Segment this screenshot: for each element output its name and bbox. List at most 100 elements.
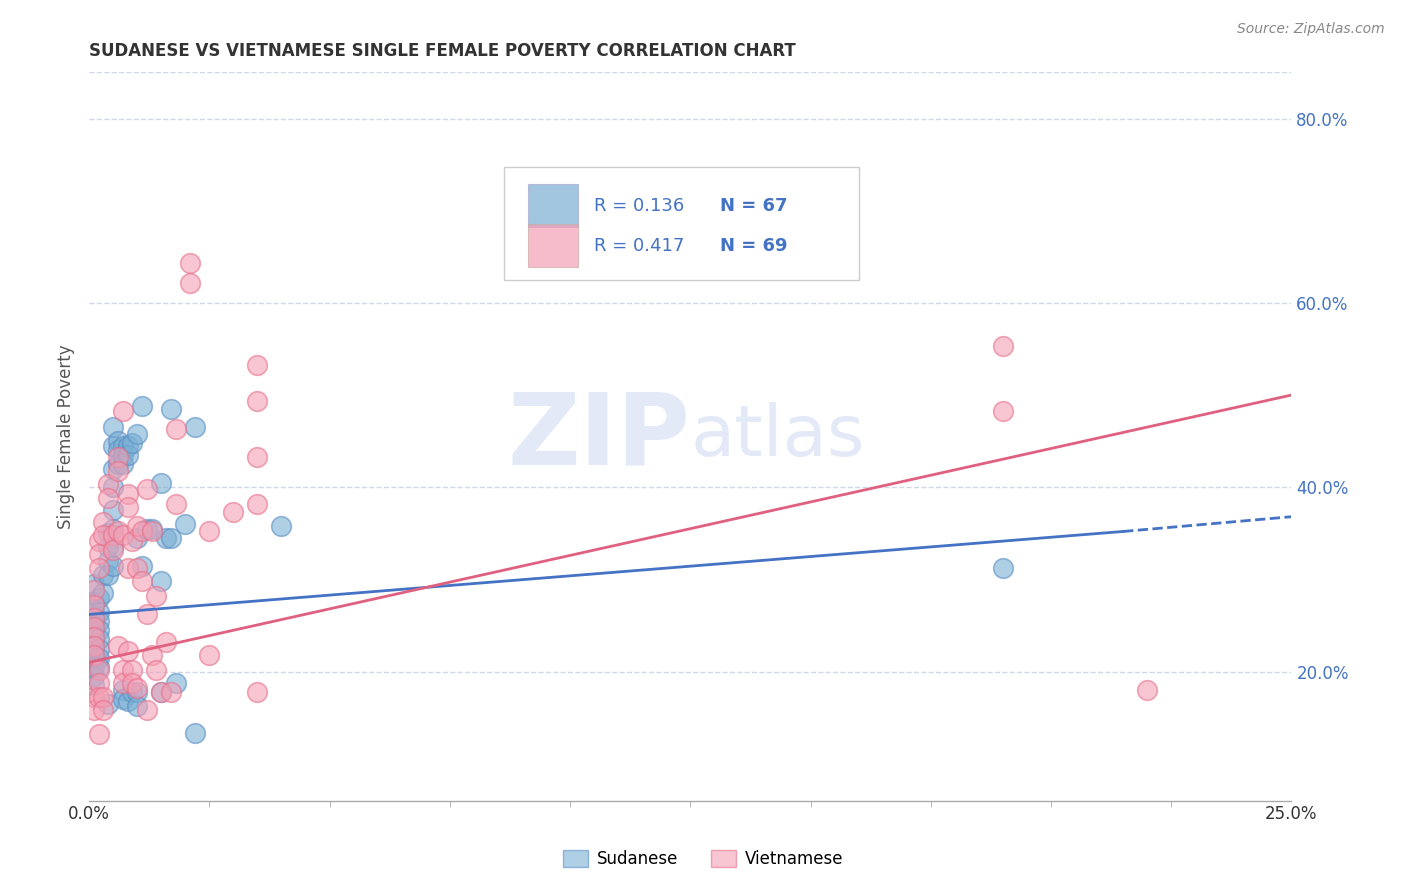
Point <box>155 531 177 545</box>
Point <box>107 464 129 478</box>
Point <box>270 519 292 533</box>
Point <box>83 678 105 692</box>
Point <box>246 497 269 511</box>
Point <box>117 439 139 453</box>
Point <box>179 256 201 270</box>
Point <box>222 505 245 519</box>
Point <box>83 648 105 662</box>
Point <box>87 650 110 665</box>
Point <box>111 675 134 690</box>
Point <box>101 528 124 542</box>
Point <box>991 403 1014 417</box>
Point <box>141 524 163 539</box>
Point <box>174 517 197 532</box>
Text: ZIP: ZIP <box>508 388 690 485</box>
Point <box>101 558 124 573</box>
Point <box>83 639 105 653</box>
Point <box>121 675 143 690</box>
Point <box>160 685 183 699</box>
Point <box>83 669 105 683</box>
Point <box>101 522 124 536</box>
Point <box>107 443 129 458</box>
Point <box>111 663 134 677</box>
Point <box>198 648 221 662</box>
Point <box>246 685 269 699</box>
Text: R = 0.417: R = 0.417 <box>595 236 685 255</box>
Point <box>87 547 110 561</box>
Point <box>117 561 139 575</box>
Point <box>107 457 129 471</box>
Point <box>97 526 120 541</box>
Point <box>101 480 124 494</box>
Point <box>97 554 120 568</box>
Point <box>179 276 201 290</box>
Y-axis label: Single Female Poverty: Single Female Poverty <box>58 344 75 529</box>
Point <box>97 540 120 554</box>
Point <box>184 726 207 740</box>
Point <box>160 401 183 416</box>
Point <box>87 690 110 705</box>
Point <box>87 605 110 619</box>
Point <box>83 660 105 674</box>
Point <box>117 694 139 708</box>
Text: N = 69: N = 69 <box>720 236 787 255</box>
Point <box>127 519 149 533</box>
Point <box>87 660 110 674</box>
Point <box>107 639 129 653</box>
Point <box>127 685 149 699</box>
Point <box>83 632 105 647</box>
Point <box>97 567 120 582</box>
Point <box>87 614 110 628</box>
Point <box>87 591 110 605</box>
Point <box>150 475 173 490</box>
Point <box>83 650 105 665</box>
Point <box>131 558 153 573</box>
Point <box>141 522 163 536</box>
Point <box>107 434 129 449</box>
Point <box>145 663 167 677</box>
Point <box>117 500 139 515</box>
Point <box>101 420 124 434</box>
Point <box>83 611 105 625</box>
Point <box>121 436 143 450</box>
Point <box>165 497 187 511</box>
Point <box>87 663 110 677</box>
Text: R = 0.136: R = 0.136 <box>595 196 685 215</box>
Point <box>111 439 134 453</box>
Text: atlas: atlas <box>690 402 865 471</box>
Point <box>107 524 129 539</box>
Point <box>101 542 124 557</box>
Point <box>135 703 157 717</box>
Point <box>117 448 139 462</box>
FancyBboxPatch shape <box>527 224 578 267</box>
Point <box>111 528 134 542</box>
Point <box>87 561 110 575</box>
Point <box>83 690 105 705</box>
Point <box>141 648 163 662</box>
Point <box>93 515 115 529</box>
Point <box>184 420 207 434</box>
Point <box>101 439 124 453</box>
Text: Source: ZipAtlas.com: Source: ZipAtlas.com <box>1237 22 1385 37</box>
Point <box>160 531 183 545</box>
Point <box>111 448 134 462</box>
Point <box>246 358 269 372</box>
Point <box>991 339 1014 353</box>
Point <box>246 450 269 464</box>
Point <box>150 685 173 699</box>
Point <box>83 630 105 644</box>
Point <box>121 533 143 548</box>
Point <box>83 614 105 628</box>
Point <box>101 540 124 554</box>
Point <box>83 583 105 598</box>
Point <box>121 663 143 677</box>
Point <box>93 528 115 542</box>
Point <box>131 399 153 413</box>
Point <box>83 577 105 591</box>
Point <box>127 426 149 441</box>
Point <box>83 605 105 619</box>
Point <box>246 394 269 409</box>
Point <box>131 574 153 589</box>
Point <box>131 524 153 539</box>
Point <box>1136 683 1159 698</box>
